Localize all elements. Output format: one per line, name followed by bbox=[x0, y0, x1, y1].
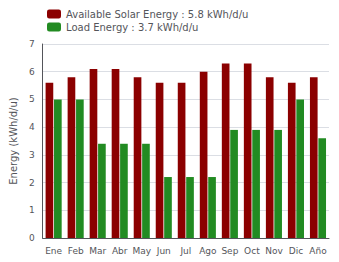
svg-text:Jun: Jun bbox=[156, 246, 171, 256]
svg-text:5: 5 bbox=[29, 94, 35, 104]
svg-text:May: May bbox=[132, 246, 151, 256]
svg-text:1: 1 bbox=[29, 205, 35, 215]
svg-text:7: 7 bbox=[29, 39, 35, 49]
svg-text:Oct: Oct bbox=[244, 246, 260, 256]
svg-text:Abr: Abr bbox=[112, 246, 128, 256]
svg-text:Feb: Feb bbox=[68, 246, 84, 256]
svg-text:4: 4 bbox=[29, 122, 35, 132]
svg-text:Available Solar Energy : 5.8 k: Available Solar Energy : 5.8 kWh/d/u bbox=[66, 9, 248, 20]
svg-text:2: 2 bbox=[29, 178, 35, 188]
svg-text:Ago: Ago bbox=[199, 246, 217, 256]
svg-text:Año: Año bbox=[309, 246, 327, 256]
svg-text:0: 0 bbox=[29, 233, 35, 243]
svg-text:Dic: Dic bbox=[289, 246, 303, 256]
svg-text:Energy (kWh/d/u): Energy (kWh/d/u) bbox=[8, 97, 19, 185]
svg-text:6: 6 bbox=[29, 67, 35, 77]
svg-text:Jul: Jul bbox=[179, 246, 191, 256]
svg-text:Nov: Nov bbox=[265, 246, 283, 256]
svg-text:Ene: Ene bbox=[45, 246, 62, 256]
svg-text:Mar: Mar bbox=[89, 246, 106, 256]
svg-text:3: 3 bbox=[29, 150, 35, 160]
svg-text:Load Energy : 3.7 kWh/d/u: Load Energy : 3.7 kWh/d/u bbox=[66, 22, 198, 33]
svg-text:Sep: Sep bbox=[221, 246, 238, 256]
